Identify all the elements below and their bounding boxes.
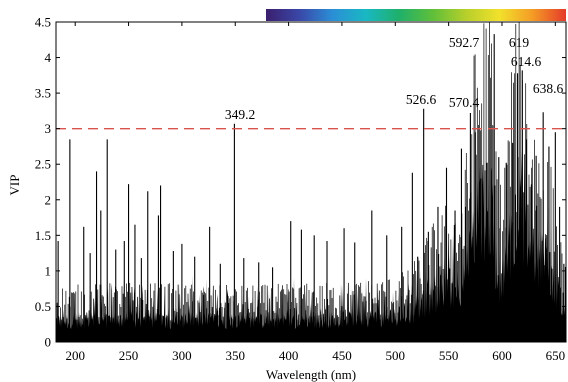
y-tick-label: 3.5 xyxy=(35,86,51,101)
x-axis: 200 250 300 350 400 450 500 550 600 650 xyxy=(65,22,565,363)
x-tick-label: 650 xyxy=(546,348,566,363)
peak-annotations: 349.2 526.6 570.4 592.7 619 614.6 638.6 xyxy=(225,35,564,122)
x-tick-label: 250 xyxy=(119,348,139,363)
x-tick-label: 400 xyxy=(279,348,299,363)
x-tick-label: 450 xyxy=(332,348,352,363)
y-axis-title: VIP xyxy=(7,175,22,196)
peak-label: 638.6 xyxy=(533,81,564,96)
x-tick-label: 350 xyxy=(225,348,245,363)
x-tick-label: 200 xyxy=(65,348,85,363)
y-tick-label: 4 xyxy=(45,50,52,65)
y-tick-label: 0.5 xyxy=(35,299,51,314)
y-tick-label: 1.5 xyxy=(35,228,51,243)
y-tick-label: 0 xyxy=(45,335,52,350)
x-axis-title: Wavelength (nm) xyxy=(266,367,356,382)
y-tick-label: 2 xyxy=(45,192,52,207)
y-tick-label: 1 xyxy=(45,263,52,278)
y-axis: 0 0.5 1 1.5 2 2.5 3 3.5 4 4.5 xyxy=(35,15,566,350)
peak-label: 570.4 xyxy=(449,95,480,110)
y-tick-label: 3 xyxy=(45,121,52,136)
peak-label: 592.7 xyxy=(449,35,480,50)
peak-label: 614.6 xyxy=(511,54,542,69)
y-tick-label: 4.5 xyxy=(35,15,51,30)
peak-label: 526.6 xyxy=(406,92,437,107)
x-tick-label: 300 xyxy=(172,348,192,363)
x-tick-label: 600 xyxy=(492,348,512,363)
peak-label: 619 xyxy=(509,35,530,50)
peak-label: 349.2 xyxy=(225,107,255,122)
x-tick-label: 500 xyxy=(386,348,406,363)
plot-frame xyxy=(55,21,567,343)
y-tick-label: 2.5 xyxy=(35,157,51,172)
spectrum-colorbar xyxy=(266,9,566,21)
x-tick-label: 550 xyxy=(439,348,459,363)
vip-series xyxy=(55,22,566,342)
